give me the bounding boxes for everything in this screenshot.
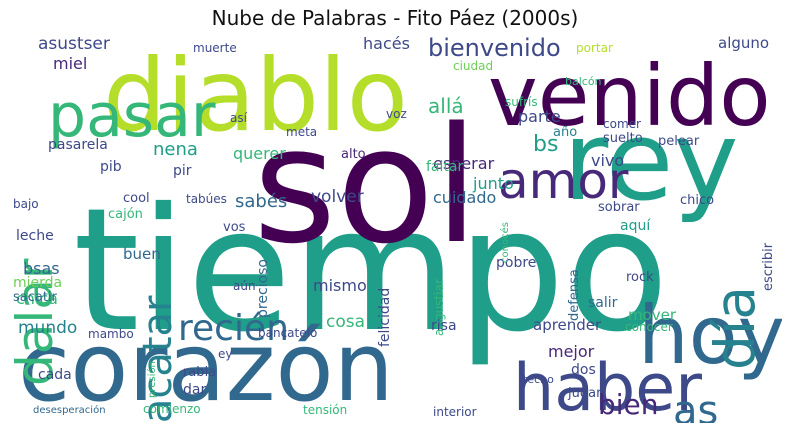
cloud-word: corazón [18, 313, 394, 423]
word-cloud: tiempo sol rey corazón diablo venido hoy haber p… [8, 36, 782, 423]
cloud-word: rock [626, 270, 654, 285]
cloud-word: querer [233, 144, 286, 163]
cloud-word: mierda [13, 275, 63, 291]
cloud-word: chico [680, 193, 715, 208]
cloud-word: pasarela [48, 137, 108, 153]
cloud-word: junto [473, 174, 514, 193]
cloud-word: sol [253, 92, 479, 279]
cloud-word: mover [628, 306, 677, 324]
cloud-word: muerte [193, 41, 237, 55]
cloud-word: pasar [48, 81, 216, 151]
cloud-word: tabúes [186, 192, 227, 206]
cloud-word: conocés [500, 222, 511, 263]
cloud-word: leche [16, 228, 54, 244]
cloud-word: pobre [496, 255, 537, 271]
cloud-word: año [553, 125, 578, 140]
cloud-word: conocer [625, 320, 673, 334]
cloud-word: bajo [13, 197, 39, 211]
cloud-word: precioso [255, 259, 271, 319]
cloud-word: ey [218, 347, 233, 361]
cloud-word: tensión [303, 403, 348, 417]
cloud-word: bienvenido [428, 36, 561, 62]
cloud-word: aún [233, 279, 256, 293]
cloud-word: interior [433, 405, 477, 419]
cloud-word: comer [603, 117, 641, 131]
cloud-word: dos [571, 362, 596, 378]
cloud-word: dar [183, 382, 207, 398]
cloud-word: día [703, 286, 767, 370]
cloud-word: chica [16, 289, 58, 308]
cloud-word: hacés [363, 36, 410, 53]
cloud-word: comienzo [143, 402, 201, 416]
cloud-word: asustser [38, 36, 110, 54]
cloud-word: sacatir [13, 290, 57, 305]
cloud-word: desesperación [33, 405, 106, 416]
cloud-word: bien [598, 388, 659, 421]
cloud-word: alguno [718, 36, 770, 52]
cloud-word: aquí [620, 218, 651, 234]
cloud-word: recién [178, 308, 289, 349]
cloud-word: risa [431, 318, 457, 334]
cloud-word: bs [533, 132, 559, 157]
cloud-word: balcón [565, 75, 602, 88]
cloud-word: venido [488, 47, 771, 145]
cloud-word: rey [563, 97, 739, 225]
cloud-word: suelto [603, 131, 643, 146]
page-title: Nube de Palabras - Fito Páez (2000s) [211, 6, 579, 30]
cloud-word: allá [428, 94, 464, 118]
cloud-word: mundo [18, 318, 78, 338]
cloud-word: esperar [433, 154, 495, 173]
cloud-word: jugar [568, 386, 602, 401]
cloud-word: faltar [426, 159, 464, 175]
cloud-word: nena [153, 139, 198, 160]
cloud-word: mismo [313, 276, 367, 295]
cloud-word: cuidado [433, 188, 497, 207]
cloud-word: alto [341, 147, 366, 162]
cloud-word: miel [53, 54, 88, 73]
cloud-word: parte [518, 107, 561, 126]
cloud-word: pelear [658, 134, 700, 149]
cloud-word: cada [38, 367, 72, 383]
cloud-word: mambo [88, 327, 134, 341]
cloud-word: cool [123, 191, 150, 206]
cloud-word: escribir [761, 243, 776, 292]
cloud-word: diablo [103, 37, 408, 154]
cloud-word: sobrar [598, 200, 640, 215]
cloud-word: cosa [326, 312, 366, 332]
cloud-word: pib [100, 159, 122, 175]
cloud-word: ciudad [453, 59, 494, 73]
cloud-word: así [230, 111, 247, 125]
cloud-word: buen [123, 245, 161, 263]
cloud-word: rabia [183, 365, 217, 380]
cloud-word: meta [286, 125, 318, 139]
cloud-word: bsas [23, 259, 60, 278]
cloud-word: hoy [638, 289, 782, 382]
cloud-word: cajón [108, 207, 143, 222]
cloud-word: tiempo [73, 172, 669, 370]
cloud-word: voz [386, 107, 407, 121]
cloud-word: sufrís [505, 95, 538, 109]
cloud-word: felicidad [377, 287, 393, 347]
cloud-word: sabés [235, 191, 288, 212]
cloud-word: amor [498, 152, 629, 210]
cloud-word: presión [147, 361, 158, 398]
cloud-word: salir [588, 295, 618, 311]
cloud-word: bancatelo [258, 326, 318, 340]
cloud-word: vos [223, 220, 246, 235]
cloud-word: portar [576, 41, 613, 55]
cloud-word: tecno [523, 373, 554, 386]
cloud-word: vivo [591, 151, 625, 170]
cloud-word: defensa [567, 268, 582, 321]
cloud-word: aprender [533, 316, 602, 334]
cloud-word: volver [311, 187, 364, 207]
cloud-word: pir [173, 163, 192, 179]
cloud-word: mejor [548, 342, 595, 361]
cloud-word: as [673, 388, 719, 423]
cloud-word: haber [513, 351, 703, 423]
